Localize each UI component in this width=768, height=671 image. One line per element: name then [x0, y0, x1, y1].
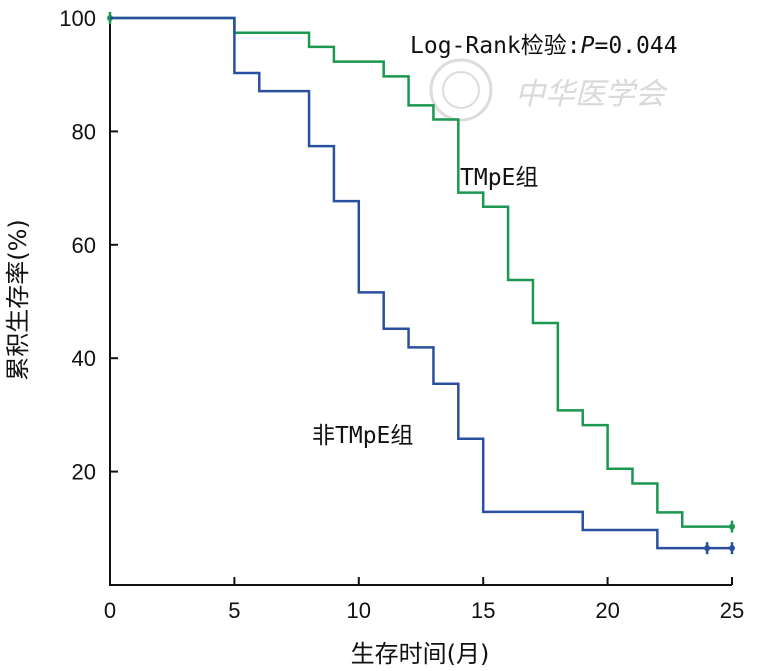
- p-label: P: [581, 33, 595, 59]
- series-2: [110, 16, 735, 555]
- y-tick-label: 80: [72, 119, 96, 144]
- x-tick-label: 15: [471, 598, 495, 623]
- y-axis-title: 累积生存率(%): [4, 219, 32, 381]
- censor-point: [729, 545, 735, 552]
- series-layer: [107, 12, 735, 555]
- watermark: 中华医学会: [429, 58, 668, 122]
- x-tick-label: 25: [720, 598, 744, 623]
- y-tick-label: 60: [72, 233, 96, 258]
- survival-step-line: [110, 16, 732, 550]
- x-tick-label: 0: [104, 598, 116, 623]
- y-tick-label: 40: [72, 346, 96, 371]
- watermark-seal-inner: [442, 71, 480, 109]
- x-tick-label: 20: [595, 598, 619, 623]
- x-axis-title: 生存时间(月): [351, 640, 490, 668]
- watermark-text: 中华医学会: [515, 77, 668, 112]
- logrank-annotation: Log-Rank检验:P=0.044: [410, 33, 678, 59]
- series-1: [107, 12, 735, 533]
- censor-point: [704, 545, 711, 552]
- group1-label: TMpE组: [460, 165, 538, 191]
- p-value: =0.044: [594, 33, 677, 59]
- group2-label: 非TMpE组: [312, 423, 413, 449]
- censor-point: [729, 523, 735, 530]
- x-tick-label: 10: [347, 598, 371, 623]
- y-tick-label: 100: [59, 6, 96, 31]
- x-tick-label: 5: [228, 598, 240, 623]
- logrank-test-label: Log-Rank检验:: [410, 33, 581, 59]
- axes: 0 5 10 15 20 25 20 40 60 80 100: [59, 6, 744, 623]
- watermark-seal-icon: [429, 58, 493, 122]
- survival-step-line: [110, 16, 732, 528]
- y-tick-label: 20: [72, 460, 96, 485]
